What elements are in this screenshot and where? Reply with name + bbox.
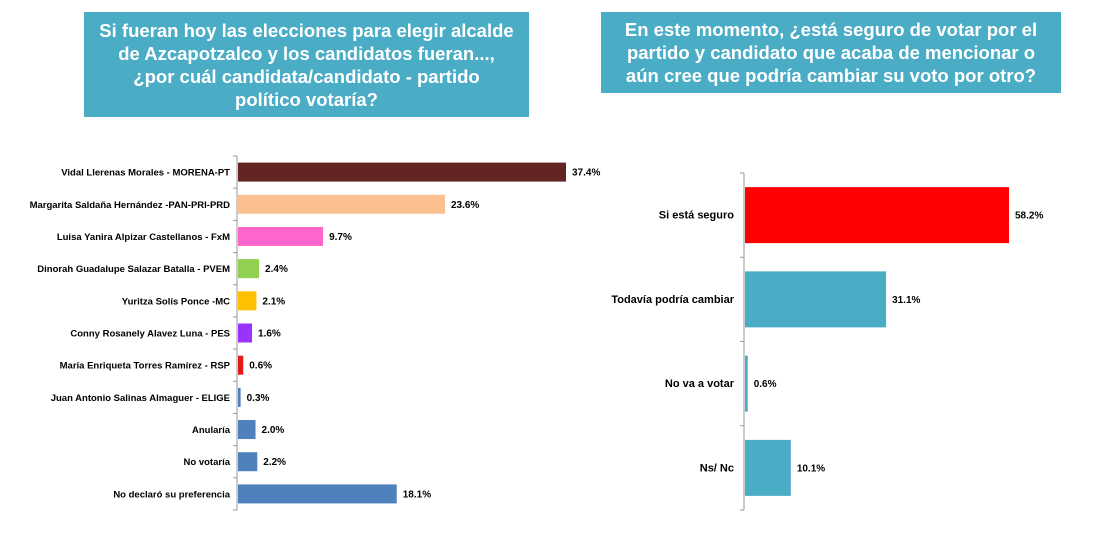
value-label: 2.4% (265, 264, 288, 275)
bar (238, 387, 241, 407)
category-label: Juan Antonio Salinas Almaguer - ELIGE (51, 393, 230, 404)
bar (238, 162, 566, 182)
bar (745, 355, 748, 412)
value-label: 2.0% (262, 425, 285, 436)
category-label: Dinorah Guadalupe Salazar Batalla - PVEM (37, 264, 230, 275)
value-label: 58.2% (1015, 211, 1043, 222)
bar (238, 484, 397, 504)
category-label: No declaró su preferencia (113, 489, 230, 500)
left-chart-title: Si fueran hoy las elecciones para elegir… (84, 12, 529, 117)
value-label: 37.4% (572, 168, 600, 179)
value-label: 0.6% (249, 361, 272, 372)
category-label: No va a votar (665, 378, 735, 390)
value-label: 31.1% (892, 295, 920, 306)
category-label: Vidal Llerenas Morales - MORENA-PT (61, 168, 230, 179)
value-label: 0.6% (754, 379, 777, 390)
category-label: Anularía (192, 425, 231, 436)
bar (745, 439, 791, 496)
bar (238, 194, 445, 214)
bar (745, 271, 887, 328)
value-label: 2.1% (262, 296, 285, 307)
value-label: 18.1% (403, 489, 431, 500)
value-label: 1.6% (258, 329, 281, 340)
value-label: 23.6% (451, 200, 479, 211)
value-label: 9.7% (329, 232, 352, 243)
bar (745, 187, 1009, 244)
bar (238, 259, 260, 279)
right-chart-title: En este momento, ¿está seguro de votar p… (601, 12, 1061, 93)
bar (238, 323, 253, 343)
value-label: 0.3% (247, 393, 270, 404)
bar (238, 452, 258, 472)
category-label: Conny Rosanely Alavez Luna - PES (70, 329, 230, 340)
bar (238, 420, 256, 440)
category-label: Todavía podría cambiar (611, 294, 734, 306)
value-label: 10.1% (797, 463, 825, 474)
category-label: Ns/ Nc (700, 462, 734, 474)
category-label: Yuritza Solís Ponce -MC (122, 296, 230, 307)
bar (238, 355, 244, 375)
category-label: No votaría (184, 457, 231, 468)
bar (238, 226, 324, 246)
category-label: Margarita Saldaña Hernández -PAN-PRI-PRD (30, 200, 231, 211)
category-label: Luisa Yanira Alpizar Castellanos - FxM (57, 232, 230, 243)
category-label: Si está seguro (659, 210, 734, 222)
bar (238, 291, 257, 311)
value-label: 2.2% (263, 457, 286, 468)
category-label: María Enriqueta Torres Ramírez - RSP (60, 361, 231, 372)
